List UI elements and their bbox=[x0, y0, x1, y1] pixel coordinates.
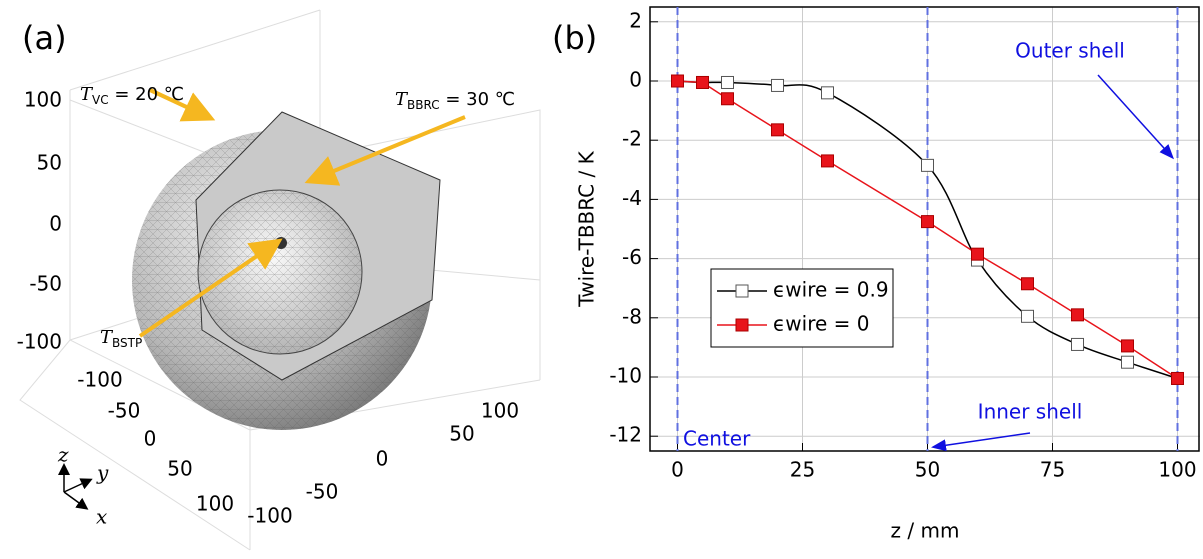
panel-label: (a) bbox=[22, 19, 67, 57]
annotation: Inner shell bbox=[978, 400, 1083, 424]
y-tick-label: 0 bbox=[144, 427, 157, 451]
y-axis-label: Twire-TBBRC / K bbox=[575, 150, 599, 307]
data-point bbox=[772, 79, 784, 91]
axis-label: y bbox=[96, 461, 109, 485]
data-point bbox=[697, 76, 709, 88]
x-tick-label: -100 bbox=[247, 504, 292, 528]
triad bbox=[64, 466, 90, 508]
data-point bbox=[1072, 309, 1084, 321]
legend-label: ϵwire = 0.9 bbox=[773, 278, 889, 302]
z-tick-label: -100 bbox=[17, 330, 62, 354]
data-point bbox=[1022, 310, 1034, 322]
data-point bbox=[722, 76, 734, 88]
x-tick-label: 50 bbox=[449, 422, 474, 446]
legend-marker bbox=[736, 319, 748, 331]
data-point bbox=[772, 124, 784, 136]
data-point bbox=[922, 216, 934, 228]
annotation: TVC = 20 ℃ bbox=[80, 84, 184, 107]
panel-label: (b) bbox=[552, 19, 597, 57]
inner-mesh bbox=[198, 190, 362, 354]
x-tick-label: 0 bbox=[376, 447, 389, 471]
annotation-arrow bbox=[1098, 75, 1172, 157]
page: (b) 2 0 -2 -4 -6 -8 -10 -12 0 25 50 75 100 z / mm Twire… bbox=[0, 0, 1203, 559]
axis-label: z bbox=[57, 443, 69, 467]
panel-b: (b) 2 0 -2 -4 -6 -8 -10 -12 0 25 50 75 100 z / mm Twire… bbox=[552, 7, 1200, 543]
x-tick-label: -50 bbox=[306, 480, 339, 504]
data-point bbox=[722, 93, 734, 105]
y-tick-label: 50 bbox=[167, 457, 192, 481]
data-point bbox=[1172, 372, 1184, 384]
x-tick-label: 100 bbox=[481, 399, 519, 423]
annotation: Center bbox=[683, 427, 751, 451]
data-point bbox=[1122, 356, 1134, 368]
x-axis-label: z / mm bbox=[891, 519, 960, 543]
x-tick-label: 50 bbox=[915, 458, 940, 482]
y-tick-label: -8 bbox=[622, 304, 642, 328]
data-point bbox=[822, 155, 834, 167]
data-point bbox=[1022, 278, 1034, 290]
x-tick-label: 25 bbox=[790, 458, 815, 482]
data-point bbox=[972, 248, 984, 260]
y-tick-label: -12 bbox=[609, 423, 642, 447]
probe bbox=[275, 237, 287, 249]
data-point bbox=[1072, 338, 1084, 350]
annotation: Outer shell bbox=[1015, 39, 1125, 63]
figure: (b) 2 0 -2 -4 -6 -8 -10 -12 0 25 50 75 100 z / mm Twire… bbox=[0, 0, 1203, 554]
y-tick-label: -6 bbox=[622, 245, 642, 269]
legend-marker bbox=[736, 285, 748, 297]
x-tick-label: 0 bbox=[671, 458, 684, 482]
data-point bbox=[922, 159, 934, 171]
z-tick-label: 50 bbox=[37, 151, 62, 175]
y-tick-label: -50 bbox=[108, 399, 141, 423]
annotation-arrow bbox=[934, 433, 1030, 447]
z-tick-label: 0 bbox=[49, 212, 62, 236]
data-point bbox=[672, 75, 684, 87]
z-tick-label: -50 bbox=[29, 272, 62, 296]
z-tick-label: 100 bbox=[24, 88, 62, 112]
y-tick-label: -10 bbox=[609, 364, 642, 388]
annotation: TBBRC = 30 ℃ bbox=[395, 89, 515, 112]
data-point bbox=[1122, 340, 1134, 352]
y-tick-label: -100 bbox=[77, 368, 122, 392]
y-tick-label: 2 bbox=[629, 8, 642, 32]
x-tick-label: 100 bbox=[1158, 458, 1196, 482]
y-tick-label: 0 bbox=[629, 68, 642, 92]
axis-label: x bbox=[96, 505, 107, 529]
annotation: TBSTP bbox=[100, 327, 142, 350]
y-tick-label: -4 bbox=[622, 186, 642, 210]
data-point bbox=[822, 87, 834, 99]
y-tick-label: -2 bbox=[622, 127, 642, 151]
y-tick-label: 100 bbox=[196, 492, 234, 516]
legend-label: ϵwire = 0 bbox=[773, 312, 870, 336]
x-tick-label: 75 bbox=[1040, 458, 1065, 482]
plot-frame bbox=[650, 7, 1199, 451]
